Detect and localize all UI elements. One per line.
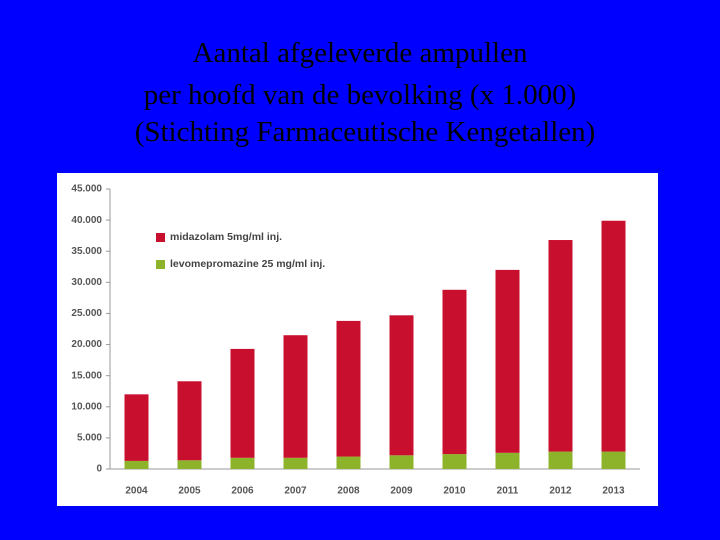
- x-tick-label: 2006: [231, 486, 254, 497]
- bar-segment: [548, 240, 573, 452]
- bar-segment: [601, 220, 626, 452]
- y-tick-label: 25.000: [71, 308, 102, 319]
- bar-segment: [283, 457, 308, 469]
- title-line: per hoofd van de bevolking (x 1.000): [144, 79, 576, 111]
- y-tick-label: 40.000: [71, 215, 102, 226]
- legend-label: levomepromazine 25 mg/ml inj.: [170, 258, 325, 270]
- y-tick-label: 5.000: [77, 433, 102, 444]
- x-tick-label: 2011: [497, 486, 519, 497]
- bar-segment: [230, 348, 255, 458]
- title-line: (Stichting Farmaceutische Kengetallen): [135, 116, 596, 148]
- y-tick-label: 45.000: [71, 184, 102, 195]
- y-tick-label: 20.000: [71, 339, 102, 350]
- x-tick-label: 2007: [284, 486, 307, 497]
- x-tick-label: 2009: [390, 486, 413, 497]
- bar-segment: [177, 460, 202, 469]
- bar-segment: [442, 289, 467, 455]
- y-tick-label: 0: [96, 464, 102, 475]
- bar-segment: [283, 335, 308, 458]
- x-tick-label: 2008: [337, 486, 360, 497]
- bar-segment: [495, 452, 520, 469]
- x-tick-label: 2004: [125, 486, 148, 497]
- bar-segment: [124, 460, 149, 469]
- legend-swatch: [156, 260, 165, 269]
- bar-segment: [601, 451, 626, 469]
- bar-segment: [336, 320, 361, 457]
- y-tick-label: 35.000: [71, 246, 102, 257]
- bar-segment: [389, 315, 414, 456]
- bar-segment: [442, 454, 467, 469]
- bar-segment: [389, 455, 414, 469]
- x-tick-label: 2013: [602, 486, 625, 497]
- bar-segment: [336, 456, 361, 469]
- x-tick-label: 2012: [549, 486, 572, 497]
- y-tick-label: 15.000: [71, 370, 102, 381]
- x-tick-label: 2005: [178, 486, 201, 497]
- y-tick-label: 30.000: [71, 277, 102, 288]
- bar-segment: [548, 451, 573, 469]
- y-tick-label: 10.000: [71, 401, 102, 412]
- legend-label: midazolam 5mg/ml inj.: [170, 231, 282, 243]
- title-line: Aantal afgeleverde ampullen: [193, 37, 528, 69]
- bar-segment: [230, 457, 255, 469]
- x-tick-label: 2010: [443, 486, 466, 497]
- bar-segment: [495, 269, 520, 453]
- legend-swatch: [156, 233, 165, 242]
- bar-segment: [124, 394, 149, 461]
- bar-segment: [177, 381, 202, 461]
